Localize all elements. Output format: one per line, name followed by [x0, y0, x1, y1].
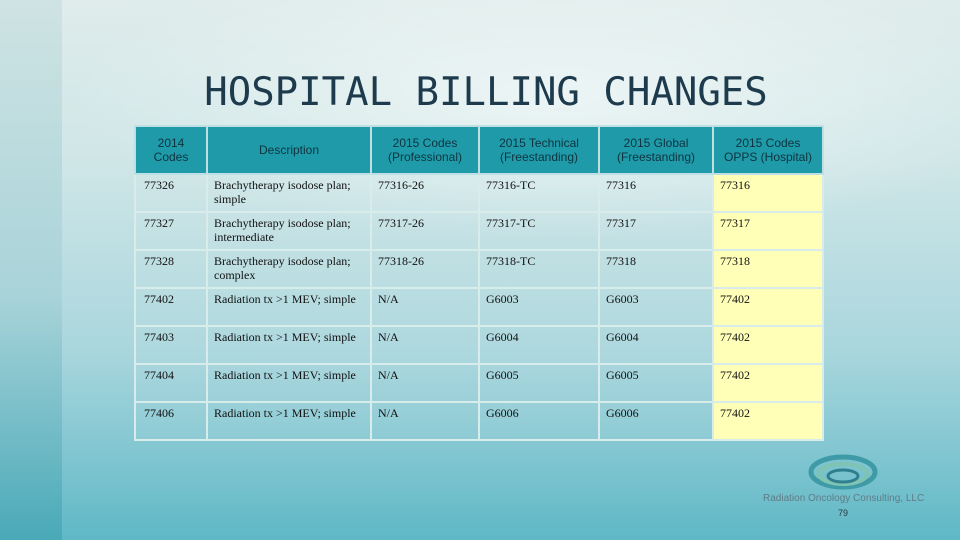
cell-technical: G6003	[478, 287, 600, 327]
cell-technical: 77316-TC	[478, 173, 600, 213]
cell-technical: 77317-TC	[478, 211, 600, 251]
cell-opps-hospital: 77402	[712, 325, 824, 365]
cell-technical: G6006	[478, 401, 600, 441]
slide-title: HOSPITAL BILLING CHANGES	[204, 70, 768, 115]
cell-2014-code: 77326	[134, 173, 208, 213]
cell-opps-hospital: 77316	[712, 173, 824, 213]
cell-global: G6004	[598, 325, 714, 365]
cell-opps-hospital: 77402	[712, 287, 824, 327]
cell-description: Radiation tx >1 MEV; simple	[206, 363, 372, 403]
cell-2014-code: 77328	[134, 249, 208, 289]
cell-opps-hospital: 77402	[712, 363, 824, 403]
table-row: 77327 Brachytherapy isodose plan; interm…	[134, 211, 824, 251]
cell-technical: 77318-TC	[478, 249, 600, 289]
header-2015-technical: 2015 Technical (Freestanding)	[478, 125, 600, 175]
page-number: 79	[838, 508, 849, 518]
cell-professional: N/A	[370, 325, 480, 365]
header-2015-global: 2015 Global (Freestanding)	[598, 125, 714, 175]
cell-global: G6006	[598, 401, 714, 441]
header-2015-opps-hospital: 2015 Codes OPPS (Hospital)	[712, 125, 824, 175]
table-row: 77403 Radiation tx >1 MEV; simple N/A G6…	[134, 325, 824, 365]
cell-description: Radiation tx >1 MEV; simple	[206, 325, 372, 365]
cell-technical: G6005	[478, 363, 600, 403]
cell-technical: G6004	[478, 325, 600, 365]
header-2015-professional: 2015 Codes (Professional)	[370, 125, 480, 175]
cell-opps-hospital: 77318	[712, 249, 824, 289]
cell-opps-hospital: 77317	[712, 211, 824, 251]
company-name: Radiation Oncology Consulting, LLC	[763, 493, 925, 504]
cell-description: Brachytherapy isodose plan; intermediate	[206, 211, 372, 251]
cell-2014-code: 77404	[134, 363, 208, 403]
cell-opps-hospital: 77402	[712, 401, 824, 441]
cell-global: G6003	[598, 287, 714, 327]
table-row: 77404 Radiation tx >1 MEV; simple N/A G6…	[134, 363, 824, 403]
company-logo-icon	[808, 454, 878, 490]
cell-2014-code: 77406	[134, 401, 208, 441]
cell-2014-code: 77402	[134, 287, 208, 327]
table-row: 77326 Brachytherapy isodose plan; simple…	[134, 173, 824, 213]
cell-professional: 77318-26	[370, 249, 480, 289]
cell-global: 77316	[598, 173, 714, 213]
cell-global: G6005	[598, 363, 714, 403]
cell-description: Radiation tx >1 MEV; simple	[206, 287, 372, 327]
billing-codes-table: 2014 Codes Description 2015 Codes (Profe…	[134, 125, 824, 441]
cell-description: Brachytherapy isodose plan; complex	[206, 249, 372, 289]
cell-professional: 77316-26	[370, 173, 480, 213]
cell-2014-code: 77403	[134, 325, 208, 365]
table-header-row: 2014 Codes Description 2015 Codes (Profe…	[134, 125, 824, 175]
header-2014-codes: 2014 Codes	[134, 125, 208, 175]
table-row: 77406 Radiation tx >1 MEV; simple N/A G6…	[134, 401, 824, 441]
cell-description: Brachytherapy isodose plan; simple	[206, 173, 372, 213]
cell-professional: 77317-26	[370, 211, 480, 251]
left-decorative-band	[0, 0, 62, 540]
table-row: 77328 Brachytherapy isodose plan; comple…	[134, 249, 824, 289]
cell-global: 77318	[598, 249, 714, 289]
cell-2014-code: 77327	[134, 211, 208, 251]
cell-global: 77317	[598, 211, 714, 251]
cell-professional: N/A	[370, 401, 480, 441]
cell-description: Radiation tx >1 MEV; simple	[206, 401, 372, 441]
cell-professional: N/A	[370, 287, 480, 327]
table-row: 77402 Radiation tx >1 MEV; simple N/A G6…	[134, 287, 824, 327]
cell-professional: N/A	[370, 363, 480, 403]
header-description: Description	[206, 125, 372, 175]
